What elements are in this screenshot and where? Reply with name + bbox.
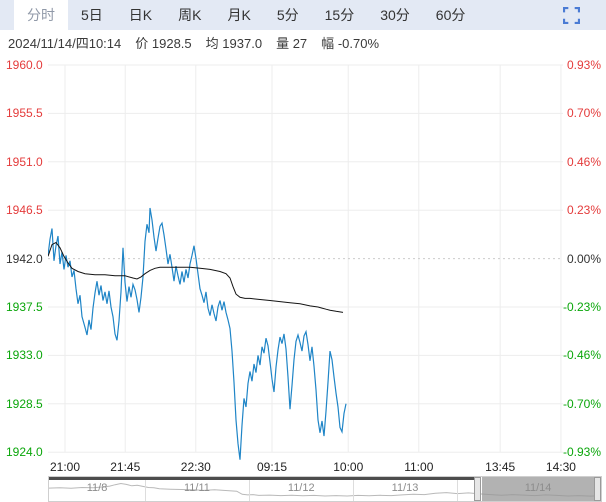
x-tick-time: 14:30 bbox=[545, 460, 576, 474]
tab-30分[interactable]: 30分 bbox=[380, 7, 410, 23]
quote-volume: 量 27 bbox=[276, 35, 308, 51]
main-chart: 1960.0 1955.5 1951.0 1946.5 1942.0 1937.5 1933… bbox=[0, 54, 606, 476]
y-tick-percent: -0.46% bbox=[562, 348, 601, 363]
x-tick-time: 22:30 bbox=[180, 460, 211, 474]
price-line bbox=[48, 207, 347, 460]
navigator-date-11/13: 11/13 bbox=[391, 482, 419, 494]
y-tick-price: 1937.5 bbox=[6, 300, 43, 314]
navigator-date-11/8: 11/8 bbox=[86, 482, 108, 494]
y-tick-percent: 0.00% bbox=[566, 251, 601, 266]
y-tick-price: 1946.5 bbox=[6, 203, 43, 218]
date-navigator[interactable]: 11/8 11/11 11/12 11/13 11/14 bbox=[48, 476, 602, 502]
y-tick-price: 1955.5 bbox=[6, 106, 43, 121]
tab-分时[interactable]: 分时 bbox=[14, 0, 68, 30]
y-tick-price: 1924.0 bbox=[6, 445, 43, 460]
y-tick-price: 1928.5 bbox=[6, 396, 43, 411]
tab-5日[interactable]: 5日 bbox=[81, 7, 103, 23]
tab-日K[interactable]: 日K bbox=[128, 7, 153, 23]
y-tick-percent: 0.46% bbox=[566, 154, 601, 169]
y-tick-percent: -0.93% bbox=[562, 445, 601, 460]
quote-statusbar: 2024/11/14/四10:14 价 1928.5 均 1937.0 量 27… bbox=[0, 30, 606, 54]
tab-周K[interactable]: 周K bbox=[178, 7, 202, 23]
quote-change: 幅 -0.70% bbox=[321, 35, 380, 51]
y-tick-price: 1951.0 bbox=[6, 154, 43, 169]
tab-月K[interactable]: 月K bbox=[227, 7, 251, 23]
x-tick-time: 13:45 bbox=[485, 460, 516, 474]
navigator-selection[interactable] bbox=[481, 477, 594, 501]
y-tick-percent: -0.70% bbox=[562, 396, 601, 411]
average-line bbox=[48, 241, 344, 313]
y-tick-percent: 0.23% bbox=[566, 203, 601, 218]
tabbar-tabs: 分时 5日 日K 周K 月K 5分 15分 30分 60分 bbox=[0, 0, 478, 30]
y-tick-price: 1942.0 bbox=[6, 251, 43, 266]
tab-15分[interactable]: 15分 bbox=[324, 7, 355, 23]
tab-60分[interactable]: 60分 bbox=[435, 7, 466, 23]
y-tick-percent: 0.70% bbox=[566, 106, 601, 121]
x-tick-time: 10:00 bbox=[333, 460, 364, 474]
x-tick-time: 11:00 bbox=[404, 460, 434, 474]
navigator-divider bbox=[353, 477, 355, 501]
navigator-topbar bbox=[49, 477, 474, 480]
navigator-left-handle[interactable] bbox=[473, 477, 481, 501]
navigator-right-handle[interactable] bbox=[593, 477, 601, 501]
y-tick-price: 1933.0 bbox=[6, 348, 43, 363]
navigator-date-11/12: 11/12 bbox=[287, 482, 315, 494]
navigator-divider bbox=[456, 477, 458, 501]
navigator-divider bbox=[248, 477, 250, 501]
x-tick-time: 21:45 bbox=[110, 460, 141, 474]
y-tick-percent: 0.93% bbox=[566, 58, 601, 72]
y-tick-percent: -0.23% bbox=[562, 300, 601, 314]
navigator-date-11/11: 11/11 bbox=[183, 482, 210, 494]
period-tabbar: 分时 5日 日K 周K 月K 5分 15分 30分 60分 bbox=[0, 0, 606, 30]
price-plot[interactable] bbox=[48, 60, 565, 466]
navigator-date-11/14: 11/14 bbox=[524, 482, 552, 494]
y-tick-price: 1960.0 bbox=[6, 58, 43, 72]
quote-average: 均 1937.0 bbox=[205, 35, 263, 51]
navigator-divider bbox=[145, 477, 147, 501]
fullscreen-icon[interactable] bbox=[563, 7, 580, 24]
tab-5分[interactable]: 5分 bbox=[276, 7, 299, 23]
quote-datetime: 2024/11/14/四10:14 bbox=[8, 35, 122, 51]
x-tick-time: 09:15 bbox=[257, 460, 288, 474]
quote-price: 价 1928.5 bbox=[135, 35, 192, 51]
x-tick-time: 21:00 bbox=[49, 460, 80, 474]
